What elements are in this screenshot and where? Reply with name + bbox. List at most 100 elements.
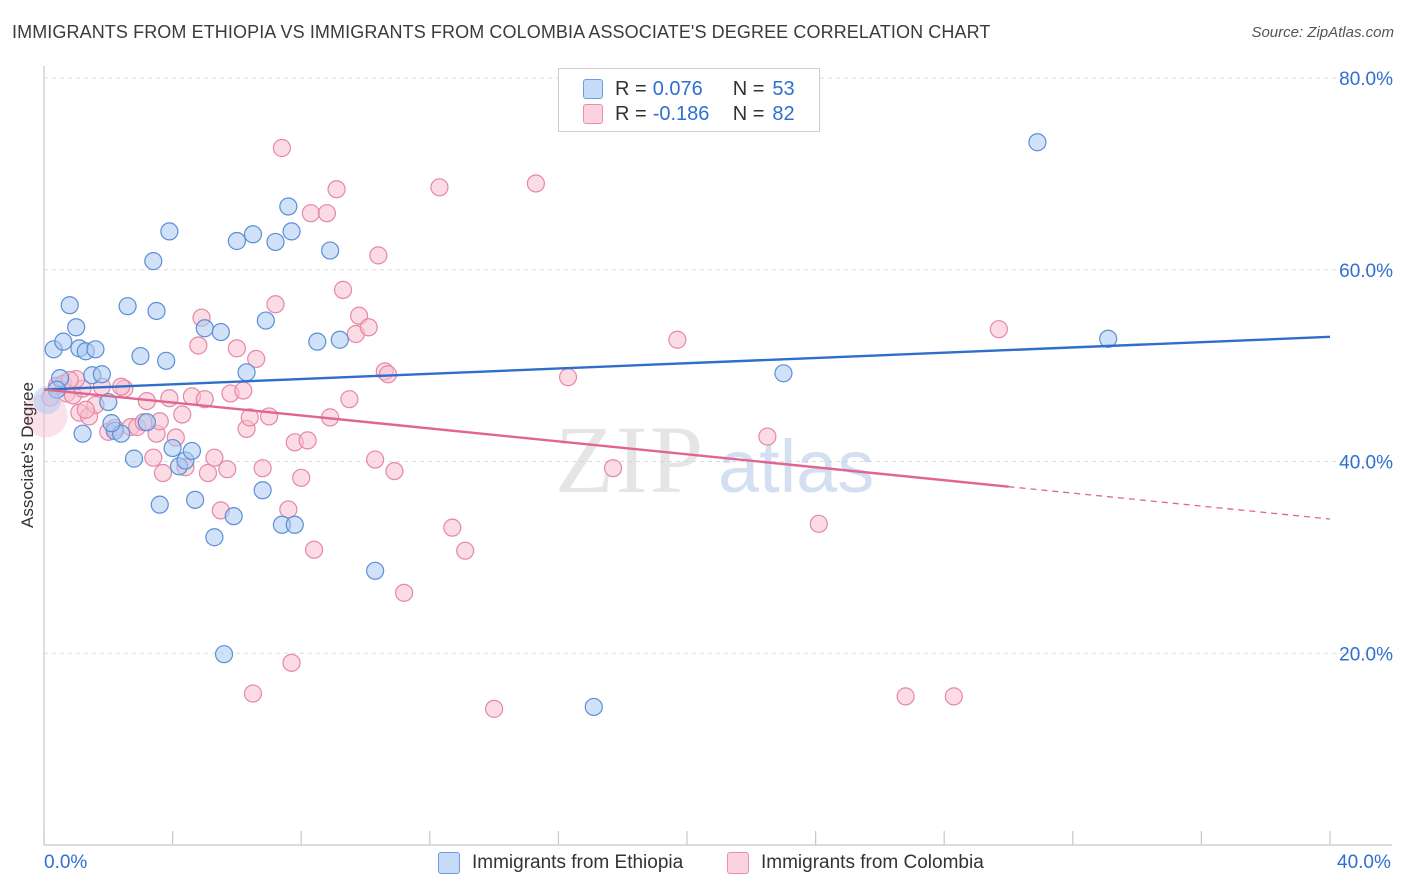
colombia-point <box>272 138 292 158</box>
colombia-point <box>198 463 218 483</box>
colombia-point <box>394 583 414 602</box>
ethiopia-point <box>253 481 272 500</box>
colombia-point <box>340 390 359 409</box>
colombia-point <box>558 368 578 387</box>
ethiopia-point <box>224 507 243 526</box>
colombia-point <box>668 330 687 349</box>
colombia-point <box>189 336 208 355</box>
colombia-point <box>205 448 224 467</box>
y-tick-labels: 20.0% 40.0% 60.0% 80.0% <box>1339 69 1393 665</box>
legend-item-ethiopia[interactable]: Immigrants from Ethiopia <box>438 852 683 874</box>
colombia-point <box>144 448 163 467</box>
colombia-point <box>266 295 285 314</box>
colombia-point <box>896 687 915 706</box>
ethiopia-point <box>147 301 166 321</box>
n-value: 82 <box>772 102 795 125</box>
r-value: 0.076 <box>652 77 703 100</box>
colombia-point <box>526 174 545 193</box>
stats-legend: R = 0.076 N = 53 R = -0.186 N = 82 <box>558 68 820 132</box>
colombia-point <box>247 349 266 369</box>
trend-lines <box>43 335 1331 520</box>
legend-label-colombia: Immigrants from Colombia <box>761 852 984 873</box>
ethiopia-point <box>131 346 150 366</box>
ethiopia-point <box>256 311 275 330</box>
ethiopia-trend-line <box>43 335 1331 391</box>
ethiopia-cluster-point <box>33 386 62 415</box>
ethiopia-point <box>584 697 603 717</box>
legend-row-ethiopia: R = 0.076 N = 53 <box>583 77 795 101</box>
colombia-point <box>989 320 1008 339</box>
colombia-point <box>758 427 777 446</box>
n-value: 53 <box>772 77 795 100</box>
ethiopia-point <box>227 231 246 251</box>
ethiopia-point <box>211 322 230 342</box>
ethiopia-swatch <box>583 79 603 99</box>
ethiopia-point <box>86 340 105 359</box>
ethiopia-point <box>150 495 169 514</box>
ethiopia-point <box>73 424 92 443</box>
ethiopia-point <box>60 296 79 315</box>
colombia-point <box>173 405 192 424</box>
colombia-point <box>253 459 272 478</box>
ethiopia-point <box>182 441 201 461</box>
ethiopia-point <box>195 319 214 338</box>
colombia-point <box>485 699 504 718</box>
ethiopia-point <box>163 438 182 458</box>
x-tick-max: 40.0% <box>1337 852 1391 873</box>
chart-title: IMMIGRANTS FROM ETHIOPIA VS IMMIGRANTS F… <box>12 22 991 42</box>
colombia-point <box>282 653 301 672</box>
colombia-point <box>227 339 246 358</box>
legend-item-colombia[interactable]: Immigrants from Colombia <box>727 852 984 874</box>
colombia-point <box>298 431 317 450</box>
y-axis-label: Associate's Degree <box>18 382 37 528</box>
colombia-point <box>944 687 963 706</box>
n-label: N = <box>732 77 765 100</box>
ethiopia-point <box>321 241 340 260</box>
colombia-point <box>243 684 263 703</box>
ethiopia-point <box>67 318 86 337</box>
colombia-point <box>443 518 462 537</box>
ethiopia-point <box>214 645 234 664</box>
ethiopia-point <box>160 222 179 241</box>
y-tick-label: 20.0% <box>1339 644 1393 665</box>
ethiopia-point <box>137 413 156 432</box>
axes <box>43 66 1392 846</box>
ethiopia-point <box>118 297 137 316</box>
r-label: R = <box>615 77 647 100</box>
colombia-point <box>153 463 173 483</box>
colombia-swatch <box>727 852 749 874</box>
colombia-point <box>240 408 259 427</box>
ethiopia-point <box>144 252 163 271</box>
watermark: ZIP atlas <box>555 406 874 513</box>
ethiopia-point <box>124 449 144 468</box>
colombia-point <box>292 468 311 487</box>
ethiopia-point <box>330 330 349 349</box>
ethiopia-point <box>92 365 111 384</box>
colombia-point <box>301 204 320 223</box>
ethiopia-point <box>266 232 285 252</box>
ethiopia-point <box>186 490 205 509</box>
colombia-point <box>366 450 385 469</box>
ethiopia-point <box>1028 133 1047 152</box>
y-tick-label: 60.0% <box>1339 261 1393 282</box>
ethiopia-point <box>285 515 304 534</box>
colombia-point <box>327 180 346 199</box>
ethiopia-swatch <box>438 852 460 874</box>
watermark-zip: ZIP <box>555 406 705 513</box>
colombia-point <box>333 280 353 299</box>
ethiopia-point <box>1099 329 1118 348</box>
colombia-point <box>160 389 179 408</box>
colombia-point <box>234 381 253 400</box>
source-label: Source: ZipAtlas.com <box>1251 24 1394 41</box>
colombia-point <box>218 460 237 479</box>
colombia-point <box>76 400 95 419</box>
ethiopia-point <box>774 364 793 383</box>
ethiopia-point <box>243 225 263 244</box>
ethiopia-point <box>308 332 327 351</box>
ethiopia-point <box>157 351 176 370</box>
ethiopia-point <box>205 528 224 547</box>
legend-row-colombia: R = -0.186 N = 82 <box>583 102 795 126</box>
x-tick-min: 0.0% <box>44 852 88 873</box>
colombia-point <box>809 514 828 533</box>
ethiopia-point <box>237 363 256 382</box>
